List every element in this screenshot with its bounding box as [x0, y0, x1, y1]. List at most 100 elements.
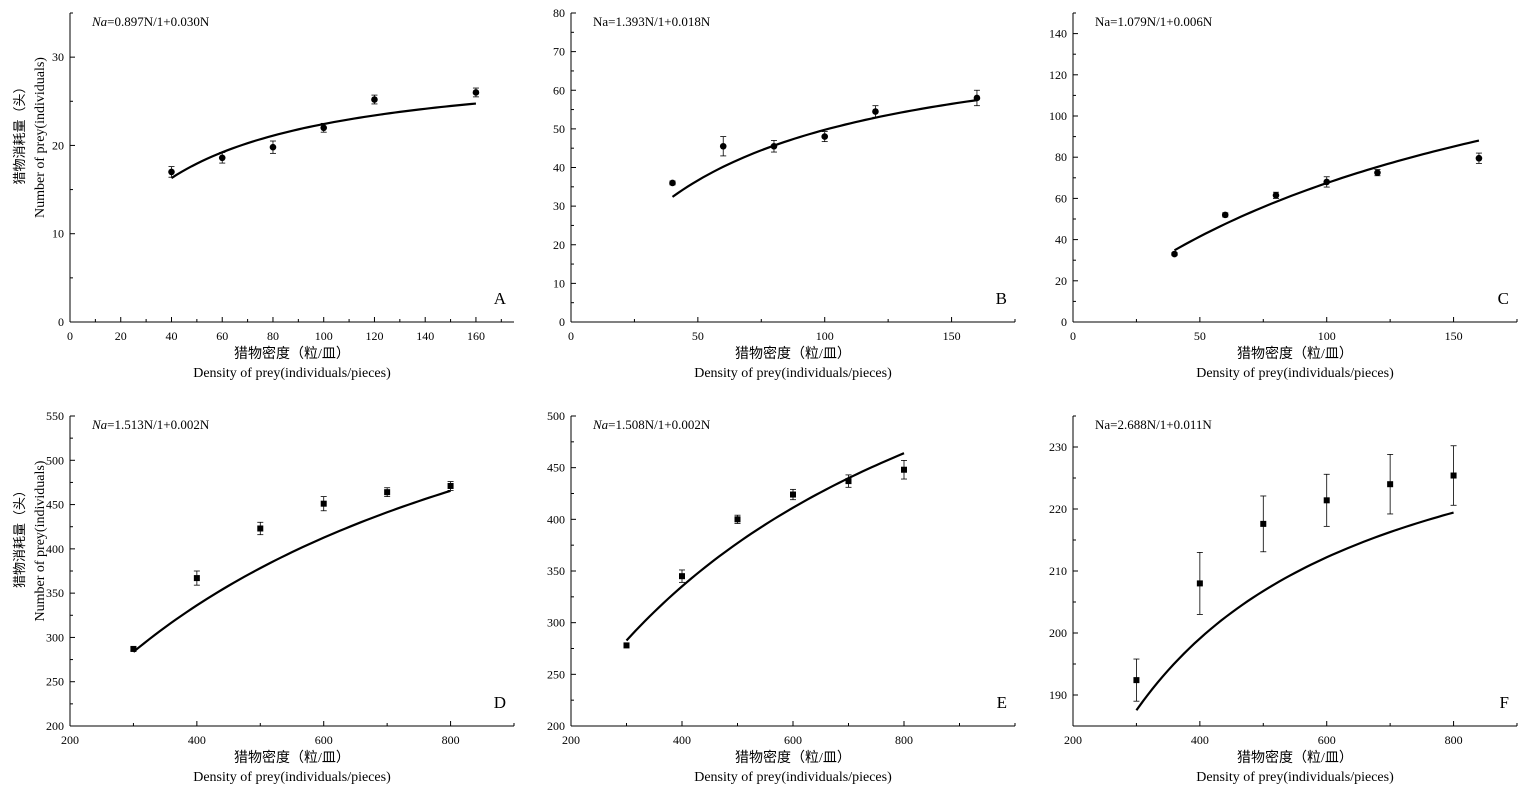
x-axis-title-en: Density of prey(individuals/pieces)	[193, 366, 391, 381]
panel-letter: D	[494, 693, 506, 712]
x-axis-title-cn: 猎物密度（粒/皿）	[735, 749, 851, 766]
y-tick-label: 30	[52, 50, 64, 64]
y-tick-label: 300	[547, 616, 565, 630]
y-tick-label: 450	[547, 461, 565, 475]
data-point	[679, 573, 685, 580]
y-tick-label: 140	[1049, 27, 1067, 41]
equation-prefix: Na	[91, 14, 108, 29]
data-point	[168, 168, 175, 176]
x-tick-label: 150	[1445, 329, 1463, 343]
fit-curve	[671, 99, 978, 198]
data-point	[719, 142, 727, 150]
panel-letter: A	[494, 289, 507, 308]
y-tick-label: 50	[553, 122, 565, 136]
y-tick-label: 80	[553, 6, 565, 20]
panel-a: 0 20 40 60 80 100 120 140 160 0 10 20 30 Na=0.897N/1+…	[12, 12, 514, 381]
y-tick-label: 300	[46, 630, 64, 644]
data-point	[320, 124, 328, 132]
y-tick-label: 200	[46, 719, 64, 733]
y-tick-label: 0	[559, 315, 565, 329]
y-tick-label: 200	[547, 719, 565, 733]
x-tick-label: 400	[1191, 733, 1209, 747]
fit-curve	[170, 102, 477, 179]
data-point	[901, 466, 907, 473]
y-tick-label: 450	[46, 498, 64, 512]
y-tick-label: 80	[1055, 150, 1067, 164]
x-tick-label: 120	[365, 329, 383, 343]
equation-text: =1.508N/1+0.002N	[608, 417, 711, 432]
data-point	[1387, 481, 1394, 488]
x-tick-label: 800	[442, 733, 460, 747]
panel-e: 200 400 600 800 200 250 300 350 400 450 500 Na=1.50…	[547, 409, 1016, 785]
panel-f: 200 400 600 800 190 200 210 220 230 Na=2.688N/1+0…	[1049, 415, 1518, 785]
fit-curve	[1135, 511, 1454, 711]
x-axis-title-cn: 猎物密度（粒/皿）	[1237, 345, 1353, 362]
data-point	[1374, 169, 1381, 176]
y-tick-label: 210	[1049, 564, 1067, 578]
y-tick-label: 100	[1049, 109, 1067, 123]
fit-curve	[625, 452, 905, 642]
x-axis-title-en: Density of prey(individuals/pieces)	[193, 770, 391, 785]
data-point	[269, 143, 277, 151]
panel-letter: C	[1498, 289, 1509, 308]
x-axis-title-en: Density of prey(individuals/pieces)	[1196, 770, 1394, 785]
x-axis-title-cn: 猎物密度（粒/皿）	[735, 345, 851, 362]
y-tick-label: 20	[553, 238, 565, 252]
x-axis-title-cn: 猎物密度（粒/皿）	[234, 345, 350, 362]
y-tick-label: 200	[1049, 626, 1067, 640]
y-tick-label: 400	[46, 542, 64, 556]
x-tick-label: 600	[784, 733, 802, 747]
data-point	[770, 142, 778, 150]
data-point	[1450, 472, 1457, 479]
equation-label: Na=2.688N/1+0.011N	[1095, 417, 1212, 432]
panel-b: 0 50 100 150 0 10 20 30 40 50 60 70 80 Na=1.393N/1+0.…	[553, 6, 1016, 381]
x-tick-label: 100	[816, 329, 834, 343]
x-tick-label: 0	[67, 329, 73, 343]
x-tick-label: 140	[416, 329, 434, 343]
y-axis-title-en: Number of prey(individuals)	[33, 57, 48, 218]
y-tick-label: 250	[547, 667, 565, 681]
x-tick-label: 50	[692, 329, 704, 343]
y-tick-label: 350	[547, 564, 565, 578]
data-point	[257, 525, 264, 532]
data-point	[973, 94, 981, 102]
y-tick-label: 20	[1055, 274, 1067, 288]
data-point	[384, 489, 391, 496]
data-point	[669, 179, 676, 187]
x-tick-label: 600	[315, 733, 333, 747]
x-tick-label: 50	[1194, 329, 1206, 343]
equation-prefix: Na	[91, 417, 108, 432]
y-tick-label: 500	[46, 453, 64, 467]
y-axis-title-cn: 猎物消耗量（头）	[12, 80, 27, 184]
x-tick-label: 400	[673, 733, 691, 747]
data-point	[371, 96, 378, 103]
y-tick-label: 10	[553, 276, 565, 290]
x-axis-title-en: Density of prey(individuals/pieces)	[694, 366, 892, 381]
data-point	[193, 575, 200, 582]
x-tick-label: 800	[895, 733, 913, 747]
fit-curve	[132, 489, 451, 653]
y-tick-label: 60	[1055, 191, 1067, 205]
panel-c: 0 50 100 150 0 20 40 60 80 100 120 140 Na=1.079N/1+0…	[1049, 12, 1518, 381]
x-tick-label: 100	[315, 329, 333, 343]
data-point	[1260, 520, 1267, 527]
x-tick-label: 100	[1318, 329, 1336, 343]
y-tick-label: 350	[46, 586, 64, 600]
equation-label: Na=1.513N/1+0.002N	[91, 417, 210, 432]
x-tick-label: 600	[1318, 733, 1336, 747]
data-point	[1323, 497, 1330, 504]
y-tick-label: 0	[1061, 315, 1067, 329]
x-tick-label: 150	[943, 329, 961, 343]
y-tick-label: 500	[547, 409, 565, 423]
x-tick-label: 40	[165, 329, 177, 343]
data-point	[218, 154, 226, 162]
equation-prefix: Na	[592, 417, 609, 432]
equation-label: Na=1.079N/1+0.006N	[1095, 14, 1213, 29]
x-tick-label: 400	[188, 733, 206, 747]
y-tick-label: 220	[1049, 502, 1067, 516]
panel-letter: B	[996, 289, 1007, 308]
x-tick-label: 0	[1070, 329, 1076, 343]
y-tick-label: 40	[553, 161, 565, 175]
